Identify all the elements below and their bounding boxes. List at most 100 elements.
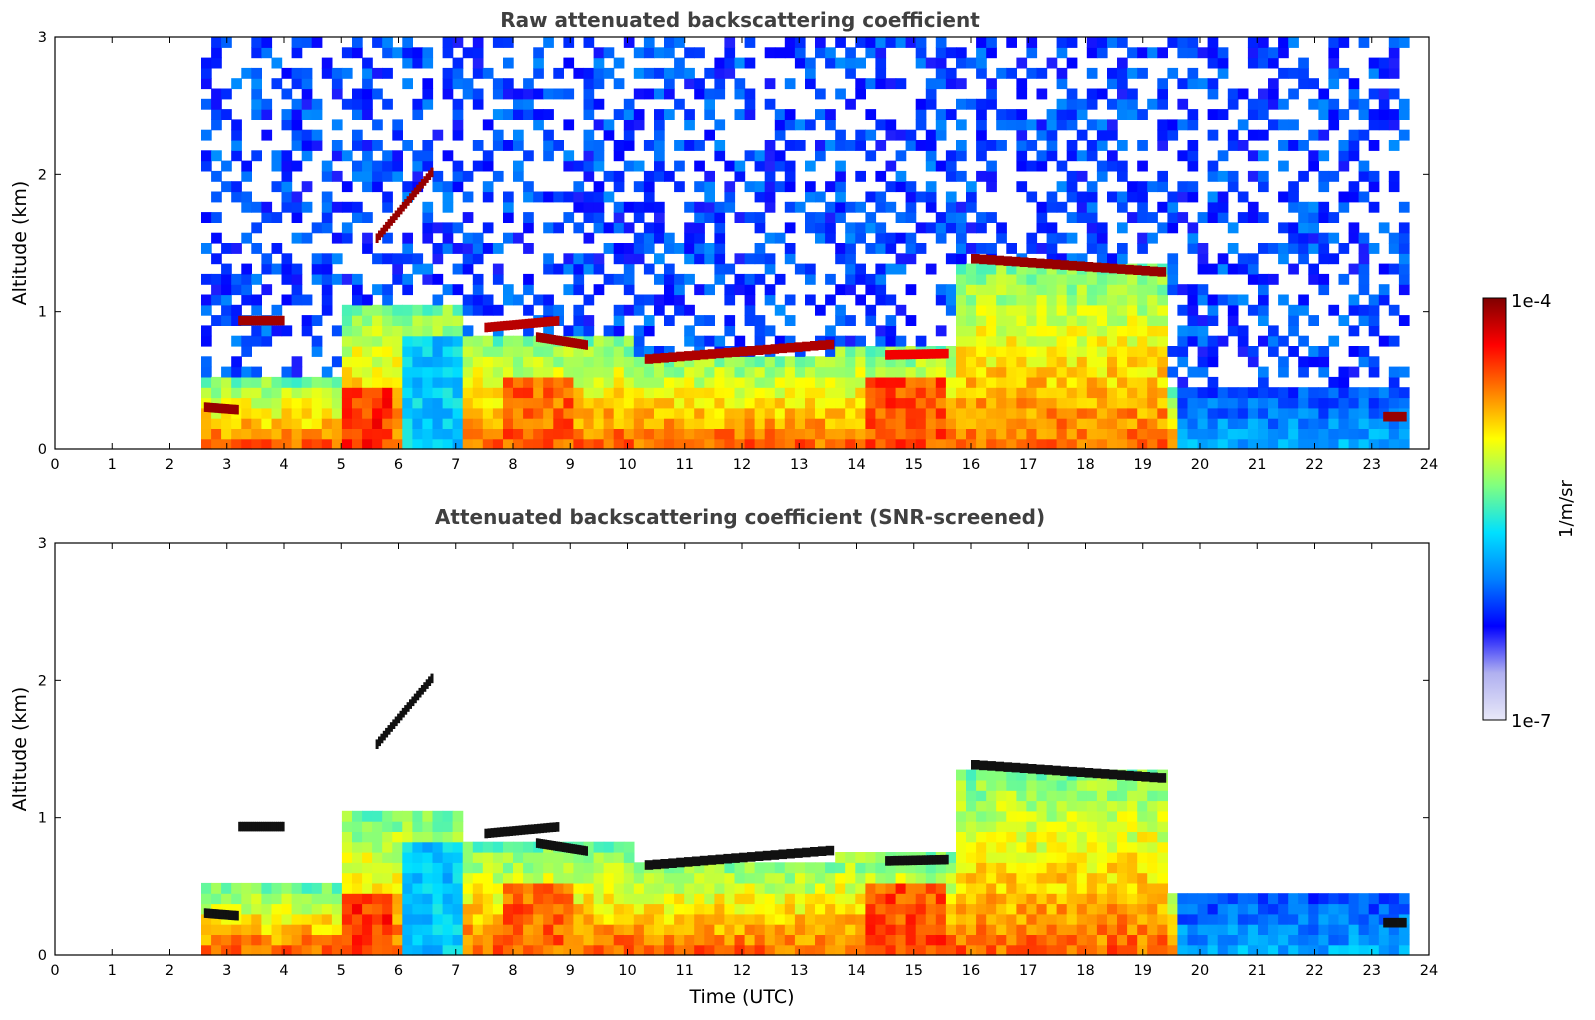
heatmap-cell: [764, 934, 776, 946]
x-tick-label: 21: [1248, 457, 1266, 473]
heatmap-cell: [593, 191, 605, 203]
heatmap-cell: [855, 140, 866, 151]
heatmap-cell: [1147, 181, 1158, 193]
heatmap-cell: [442, 78, 454, 90]
heatmap-cell: [341, 924, 353, 935]
heatmap-cell: [976, 913, 987, 925]
heatmap-cell: [593, 47, 605, 59]
heatmap-cell: [362, 98, 373, 110]
heatmap-cell: [372, 934, 383, 946]
heatmap-cell: [1358, 191, 1370, 203]
heatmap-cell: [1056, 779, 1068, 791]
heatmap-cell: [211, 88, 222, 100]
heatmap-cell: [1177, 913, 1189, 925]
heatmap-cell: [925, 882, 937, 894]
heatmap-cell: [633, 903, 645, 915]
heatmap-cell: [1157, 170, 1168, 182]
heatmap-cell: [523, 356, 534, 368]
panel-title-raw: Raw attenuated backscattering coefficien…: [500, 8, 980, 32]
heatmap-cell: [835, 862, 846, 874]
heatmap-cell: [1288, 119, 1299, 131]
heatmap-cell: [503, 944, 514, 956]
heatmap-cell: [674, 294, 685, 306]
heatmap-cell: [1137, 800, 1148, 812]
heatmap-cell: [945, 253, 957, 265]
heatmap-cell: [442, 335, 454, 347]
heatmap-cell: [1006, 356, 1017, 368]
heatmap-cell: [654, 366, 665, 378]
heatmap-cell: [452, 304, 464, 316]
cloud-layer-h: [257, 821, 260, 832]
heatmap-cell: [452, 872, 464, 884]
heatmap-cell: [664, 893, 675, 905]
heatmap-cell: [1096, 294, 1108, 306]
heatmap-cell: [794, 387, 806, 399]
heatmap-cell: [1096, 387, 1108, 399]
heatmap-cell: [1117, 397, 1128, 409]
heatmap-cell: [352, 913, 363, 925]
heatmap-cell: [845, 882, 856, 894]
heatmap-cell: [794, 263, 806, 275]
x-tick-label: 20: [1191, 963, 1209, 979]
heatmap-cell: [1278, 160, 1289, 172]
heatmap-cell: [1247, 109, 1259, 120]
heatmap-cell: [412, 366, 424, 378]
heatmap-cell: [764, 366, 776, 378]
heatmap-cell: [553, 872, 564, 884]
heatmap-cell: [1177, 418, 1189, 429]
cloud-layer-b: [530, 824, 535, 834]
heatmap-cell: [1026, 862, 1038, 874]
heatmap-cell: [925, 438, 937, 450]
heatmap-cell: [281, 88, 293, 100]
heatmap-cell: [1036, 882, 1048, 894]
heatmap-cell: [1086, 98, 1098, 110]
heatmap-cell: [754, 903, 766, 915]
heatmap-cell: [271, 418, 283, 429]
heatmap-cell: [321, 366, 333, 378]
heatmap-cell: [865, 37, 877, 48]
heatmap-cell: [885, 934, 897, 946]
cloud-layer-c: [566, 337, 569, 347]
heatmap-cell: [1117, 934, 1128, 946]
heatmap-cell: [1086, 913, 1098, 925]
heatmap-cell: [392, 335, 403, 347]
heatmap-cell: [382, 841, 393, 853]
heatmap-cell: [331, 119, 343, 131]
cloud-layer-c: [550, 334, 554, 345]
heatmap-cell: [1036, 222, 1048, 234]
heatmap-cell: [855, 346, 866, 357]
heatmap-cell: [744, 366, 756, 378]
cloud-layer-f: [1044, 765, 1053, 775]
heatmap-cell: [1046, 325, 1058, 337]
heatmap-cell: [251, 294, 262, 306]
heatmap-cell: [1056, 78, 1068, 90]
heatmap-cell: [774, 407, 786, 419]
heatmap-cell: [1388, 67, 1400, 79]
heatmap-cell: [533, 438, 544, 450]
heatmap-cell: [1288, 315, 1299, 326]
heatmap-cell: [432, 810, 444, 822]
heatmap-cell: [372, 810, 383, 822]
heatmap-cell: [1086, 800, 1098, 812]
heatmap-cell: [643, 882, 655, 894]
heatmap-cell: [422, 201, 434, 213]
heatmap-cell: [573, 862, 585, 874]
heatmap-cell: [1288, 418, 1299, 429]
cloud-layer-f: [1149, 266, 1159, 277]
heatmap-cell: [754, 387, 766, 399]
heatmap-cell: [311, 376, 323, 388]
cloud-layer-e: [893, 349, 897, 360]
heatmap-cell: [472, 934, 484, 946]
heatmap-cell: [362, 438, 373, 450]
heatmap-cell: [432, 821, 444, 832]
heatmap-cell: [1197, 387, 1209, 399]
heatmap-cell: [1217, 263, 1229, 275]
heatmap-cell: [885, 181, 897, 193]
heatmap-cell: [482, 160, 494, 172]
heatmap-cell: [341, 150, 353, 162]
heatmap-cell: [805, 212, 816, 223]
heatmap-cell: [1227, 944, 1239, 956]
heatmap-cell: [1026, 67, 1038, 79]
heatmap-cell: [412, 893, 424, 905]
heatmap-cell: [1066, 903, 1078, 915]
